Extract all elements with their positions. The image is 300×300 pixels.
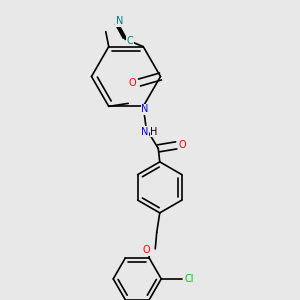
Text: H: H <box>150 127 158 137</box>
Text: N: N <box>141 104 148 114</box>
Text: N: N <box>141 127 148 137</box>
Text: O: O <box>128 77 136 88</box>
Text: O: O <box>142 245 150 255</box>
Text: C: C <box>126 36 133 46</box>
Text: O: O <box>178 140 186 150</box>
Text: N: N <box>116 16 123 26</box>
Text: Cl: Cl <box>185 274 194 284</box>
